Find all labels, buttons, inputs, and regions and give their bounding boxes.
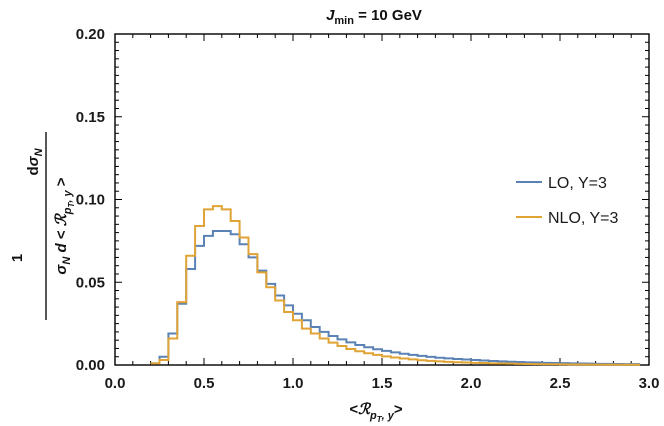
legend-label-lo: LO, Y=3 [548,175,607,192]
y-tick-label: 0.00 [76,357,105,374]
y-tick-label: 0.05 [76,274,105,291]
axis-ticks [114,33,650,366]
y-tick-label: 0.20 [76,26,105,43]
series-line-nlo [150,205,641,366]
x-tick-label: 1.5 [372,375,393,392]
x-tick-label: 0.0 [105,375,126,392]
y-tick-label: 0.10 [76,192,105,209]
y-axis-label: 1 dσN σN d < ℛpT, y > [9,132,76,320]
x-tick-label: 3.0 [639,375,660,392]
legend: LO, Y=3 NLO, Y=3 [516,175,619,227]
x-tick-label: 2.5 [550,375,571,392]
x-tick-labels: 0.0 0.5 1.0 1.5 2.0 2.5 3.0 [105,375,660,392]
plot-frame [114,33,650,366]
legend-label-nlo: NLO, Y=3 [548,210,619,227]
y-label-one: 1 [9,254,26,262]
series-line-lo [150,229,641,366]
x-tick-label: 1.0 [283,375,304,392]
x-tick-label: 2.0 [461,375,482,392]
series-layer [150,205,641,366]
y-tick-labels: 0.00 0.05 0.10 0.15 0.20 [76,26,105,374]
x-tick-label: 0.5 [194,375,215,392]
y-label-denominator: σN d < ℛpT, y > [52,177,76,274]
y-tick-label: 0.15 [76,109,105,126]
chart-title: Jmin = 10 GeV [326,7,422,27]
x-axis-label: <ℛpT, y> [349,400,403,424]
y-label-numerator: dσN [25,147,45,175]
